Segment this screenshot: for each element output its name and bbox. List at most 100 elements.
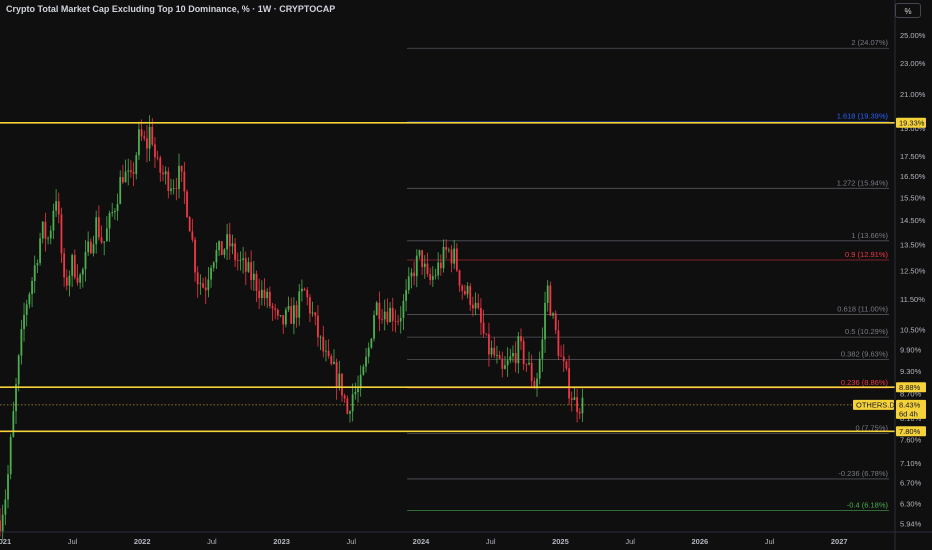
candle-body	[290, 306, 293, 324]
candle-body	[25, 304, 28, 315]
candle-body	[351, 394, 354, 412]
candle-body	[471, 304, 474, 309]
candle-body	[405, 290, 408, 301]
candle-body	[0, 520, 1, 533]
candle-body	[146, 138, 148, 149]
candle-body	[105, 228, 108, 242]
candle-body	[530, 362, 533, 382]
candle-body	[268, 291, 271, 306]
candle-body	[156, 157, 159, 159]
candle-body	[247, 262, 250, 272]
candle-body	[330, 355, 333, 364]
candle-body	[119, 177, 122, 204]
candle-body	[391, 307, 394, 321]
percent-scale-button[interactable]: %	[895, 3, 921, 18]
candle-body	[367, 347, 370, 357]
candle-body	[279, 315, 282, 316]
candle-body	[469, 285, 472, 305]
y-tick-label: 19.00%	[900, 124, 926, 133]
y-tick-label: 21.00%	[900, 90, 926, 99]
candle-body	[274, 308, 277, 310]
candle-body	[81, 269, 84, 275]
candle-body	[568, 368, 570, 399]
candle-body	[1, 514, 4, 533]
candle-body	[271, 305, 274, 309]
candle-body	[84, 252, 87, 270]
candle-body	[71, 255, 74, 276]
candle-body	[311, 312, 314, 314]
candle-body	[140, 129, 143, 137]
candle-body	[383, 311, 386, 320]
candle-body	[202, 283, 204, 288]
candle-body	[298, 291, 301, 318]
x-tick-label: 2024	[413, 537, 431, 546]
candle-body	[375, 302, 378, 316]
y-tick-label: 7.60%	[900, 436, 922, 445]
candle-body	[39, 238, 41, 264]
candle-body	[343, 395, 346, 399]
x-tick-label: 2026	[691, 537, 708, 546]
candle-body	[167, 171, 170, 191]
candle-body	[429, 274, 432, 280]
candle-body	[9, 436, 12, 475]
y-tick-label: 9.30%	[900, 367, 922, 376]
candle-body	[87, 241, 90, 253]
price-badges: 19.33% 8.88% 7.80% OTHERS.D 8.43%6d 4h	[853, 117, 926, 437]
candle-body	[431, 276, 434, 280]
candle-body	[415, 255, 418, 277]
y-tick-label: 6.70%	[900, 478, 922, 487]
candle-body	[194, 239, 196, 273]
candle-body	[287, 306, 290, 310]
candle-body	[386, 311, 389, 323]
candle-body	[378, 302, 381, 320]
candle-body	[258, 290, 261, 298]
candle-body	[17, 355, 20, 385]
candle-body	[52, 210, 55, 231]
candle-body	[68, 275, 71, 286]
candle-body	[89, 241, 92, 254]
candle-body	[359, 374, 362, 389]
candle-body	[560, 355, 562, 357]
candle-body	[394, 320, 397, 322]
candle-body	[218, 241, 220, 251]
candle-body	[196, 272, 199, 285]
candle-body	[520, 336, 522, 342]
candle-body	[461, 285, 464, 291]
candle-body	[453, 248, 456, 264]
candle-body	[220, 241, 223, 256]
level-badge	[896, 382, 926, 393]
candle-body	[175, 188, 178, 190]
candle-body	[322, 336, 325, 352]
candle-body	[31, 280, 33, 295]
candle-body	[341, 373, 343, 396]
candle-body	[15, 384, 17, 412]
candle-body	[226, 234, 228, 250]
candle-body	[191, 231, 194, 240]
candle-body	[108, 213, 111, 229]
candle-body	[581, 397, 584, 414]
candle-body	[335, 362, 338, 387]
candle-body	[445, 247, 448, 250]
fib-label: -0.4 (6.18%)	[847, 500, 889, 509]
candle-body	[180, 165, 183, 172]
candle-body	[488, 334, 490, 355]
candle-body	[349, 411, 351, 414]
candle-body	[354, 392, 357, 395]
x-tick-label: Jul	[625, 537, 635, 546]
fib-label: 1.618 (19.39%)	[837, 112, 889, 121]
fib-label: 0.382 (9.63%)	[841, 350, 889, 359]
candle-body	[44, 221, 47, 239]
candle-body	[79, 274, 82, 283]
candle-body	[506, 360, 509, 366]
candle-body	[252, 273, 255, 281]
candle-body	[442, 247, 445, 269]
candle-body	[362, 366, 365, 375]
candle-body	[327, 350, 330, 356]
candle-body	[314, 312, 317, 316]
candle-body	[325, 350, 327, 352]
candle-body	[458, 270, 461, 286]
candle-body	[447, 249, 450, 251]
